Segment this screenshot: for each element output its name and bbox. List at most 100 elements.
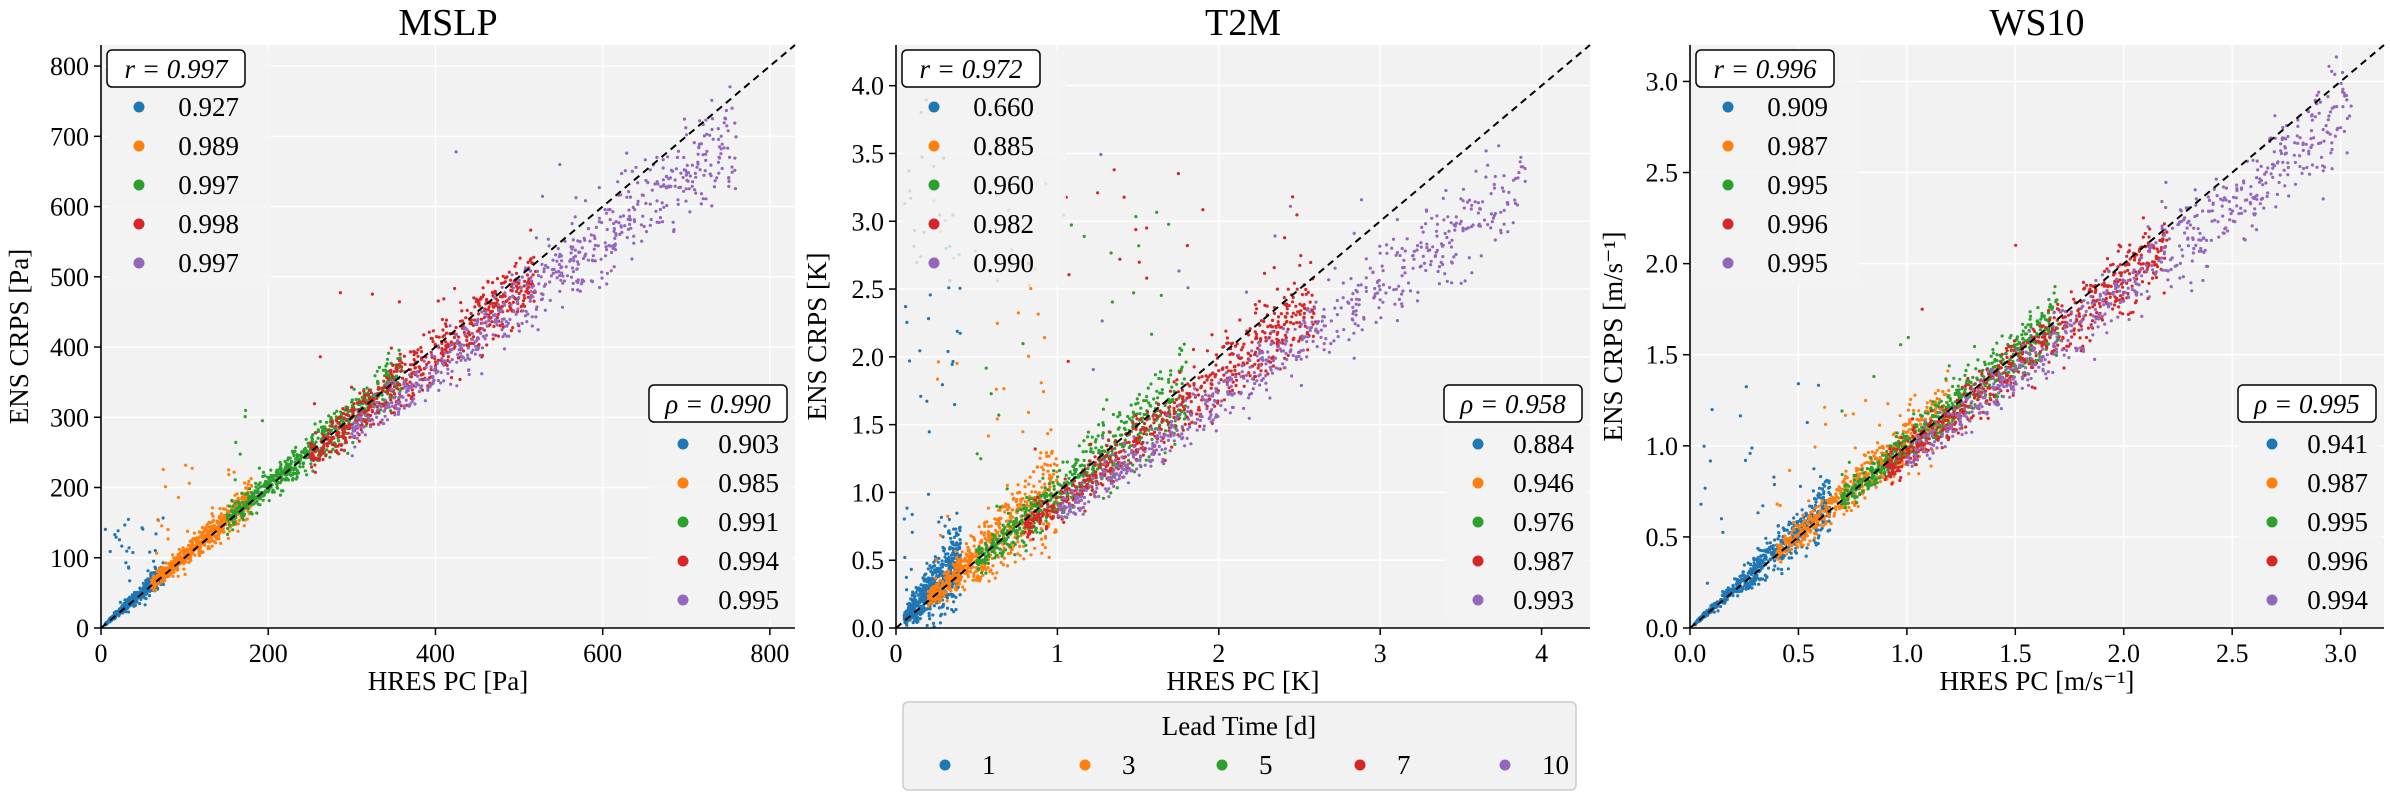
data-point	[419, 346, 423, 350]
data-point	[449, 340, 453, 344]
data-point	[1039, 537, 1043, 541]
data-point	[1052, 484, 1056, 488]
data-point	[425, 362, 429, 367]
data-point	[462, 343, 466, 347]
data-point	[387, 405, 392, 409]
data-point	[514, 271, 519, 275]
data-point	[313, 470, 317, 474]
data-point	[931, 613, 935, 617]
data-point	[702, 134, 707, 138]
data-point	[564, 265, 568, 269]
data-point	[431, 376, 435, 380]
data-point	[332, 436, 336, 440]
data-point	[661, 178, 665, 182]
data-point	[933, 585, 937, 589]
data-point	[430, 337, 434, 341]
data-point	[475, 329, 480, 333]
data-point	[390, 388, 394, 392]
data-point	[453, 345, 457, 349]
data-point	[560, 271, 564, 275]
data-point	[484, 309, 488, 313]
data-point	[605, 271, 610, 275]
data-point	[954, 547, 959, 551]
data-point	[397, 383, 401, 387]
data-point	[310, 438, 314, 442]
data-point	[972, 537, 977, 541]
data-point	[503, 332, 507, 336]
data-point	[164, 561, 168, 565]
data-point	[967, 556, 972, 561]
data-point	[728, 85, 732, 89]
data-point	[264, 481, 268, 485]
data-point	[186, 557, 191, 561]
data-point	[473, 305, 477, 309]
data-point	[507, 270, 511, 274]
data-point	[392, 396, 396, 400]
data-point	[1001, 563, 1005, 567]
data-point	[717, 171, 721, 175]
data-point	[390, 374, 394, 378]
data-point	[375, 415, 379, 419]
data-point	[321, 433, 325, 437]
pearson-value: 0.997	[178, 170, 239, 200]
data-point	[658, 207, 663, 212]
data-point	[937, 520, 941, 524]
data-point	[660, 201, 664, 205]
data-point	[420, 372, 425, 376]
data-point	[502, 317, 506, 321]
data-point	[979, 531, 984, 535]
data-point	[480, 346, 484, 350]
y-tick-label: 100	[50, 544, 89, 573]
data-point	[597, 220, 602, 224]
data-point	[1131, 463, 1135, 467]
data-point	[945, 606, 950, 610]
data-point	[576, 280, 580, 285]
data-point	[675, 155, 680, 159]
data-point	[192, 531, 197, 535]
data-point	[1139, 406, 1143, 410]
data-point	[342, 448, 346, 453]
data-point	[557, 255, 561, 259]
data-point	[400, 361, 404, 365]
data-point	[1011, 540, 1015, 544]
data-point	[593, 236, 597, 241]
data-point	[709, 174, 713, 178]
data-point	[263, 491, 267, 495]
data-point	[318, 420, 322, 424]
data-point	[993, 556, 997, 560]
data-point	[619, 224, 623, 228]
data-point	[955, 588, 959, 592]
data-point	[147, 594, 152, 598]
chart-panel-1: 0 1 2 3 40.00.51.01.52.02.53.03.54.0T2MHRES …	[802, 2, 1591, 696]
data-point	[321, 448, 325, 452]
data-point	[954, 527, 958, 531]
data-point	[216, 533, 220, 537]
data-point	[431, 329, 435, 333]
data-point	[505, 275, 509, 279]
data-point	[960, 550, 964, 554]
data-point	[1029, 553, 1033, 557]
data-point	[991, 532, 995, 537]
data-point	[376, 408, 380, 412]
data-point	[580, 246, 584, 250]
data-point	[612, 229, 616, 233]
data-point	[360, 411, 364, 416]
data-point	[442, 379, 446, 383]
data-point	[694, 191, 698, 195]
data-point	[300, 450, 304, 454]
data-point	[392, 370, 396, 374]
data-point	[961, 564, 965, 568]
data-point	[1134, 215, 1138, 219]
data-point	[103, 527, 107, 532]
data-point	[389, 393, 393, 398]
data-point	[309, 462, 313, 466]
data-point	[434, 335, 439, 339]
data-point	[383, 398, 387, 402]
data-point	[417, 389, 421, 394]
data-point	[460, 346, 464, 350]
data-point	[342, 430, 346, 434]
data-point	[225, 515, 229, 519]
data-point	[476, 336, 481, 341]
data-point	[339, 410, 343, 414]
